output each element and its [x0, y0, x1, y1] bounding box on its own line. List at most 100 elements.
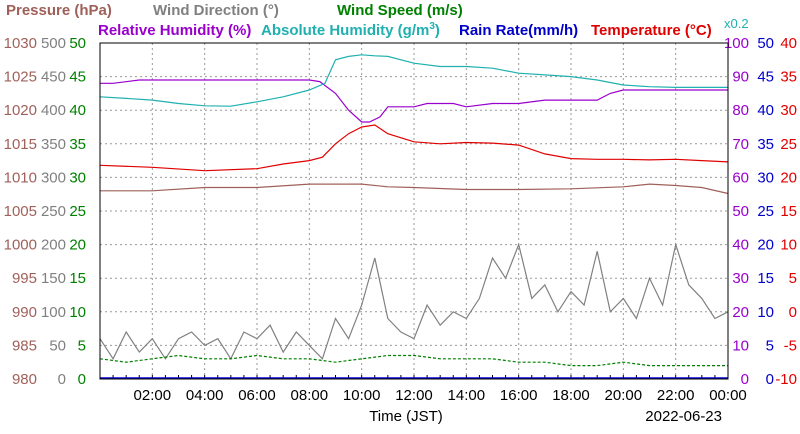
wind-speed-tick-label: 45 [69, 69, 86, 86]
wind-speed-tick-label: 25 [69, 203, 86, 220]
wind-speed-tick-label: 15 [69, 270, 86, 287]
temperature-tick-label: 20 [780, 169, 797, 186]
plot-frame [99, 42, 729, 380]
wind-direction-tick-label: 400 [41, 102, 66, 119]
wind-direction-tick-label: 200 [41, 237, 66, 254]
series-line-temperature [99, 124, 729, 172]
wind-direction-tick-label: 100 [41, 304, 66, 321]
x-tick-label: 06:00 [238, 387, 276, 404]
temperature-tick-label: 30 [780, 102, 797, 119]
temperature-tick-label: 10 [780, 237, 797, 254]
absolute-humidity-multiplier: x0.2 [724, 16, 749, 31]
rain-rate-tick-label: 5 [766, 337, 774, 354]
temperature-tick-label: 35 [780, 69, 797, 86]
wind-speed-tick-label: 50 [69, 35, 86, 52]
x-tick-label: 22:00 [657, 387, 695, 404]
wind-direction-axis-title: Wind Direction (°) [153, 2, 279, 19]
pressure-tick-label: 1030 [4, 35, 37, 52]
rain-rate-tick-label: 20 [757, 237, 774, 254]
series-line-pressure [100, 183, 729, 195]
rain-rate-tick-label: 10 [757, 304, 774, 321]
x-tick-label: 02:00 [134, 387, 172, 404]
relative-humidity-tick-label: 10 [732, 337, 749, 354]
temperature-tick-label: -10 [775, 371, 797, 388]
rain-rate-tick-label: 15 [757, 270, 774, 287]
pressure-tick-label: 990 [12, 304, 37, 321]
rain-rate-tick-label: 40 [757, 102, 774, 119]
rain-rate-tick-label: 25 [757, 203, 774, 220]
left-axes: 1030102510201015101010051000995990985980… [4, 35, 86, 388]
wind-speed-tick-label: 10 [69, 304, 86, 321]
rain-rate-tick-label: 45 [757, 69, 774, 86]
x-tick-label: 14:00 [448, 387, 486, 404]
wind-direction-tick-label: 250 [41, 203, 66, 220]
rain-rate-tick-label: 30 [757, 169, 774, 186]
temperature-tick-label: 40 [780, 35, 797, 52]
series-line-absolute-humidity [99, 54, 728, 107]
wind-direction-tick-label: 50 [49, 337, 66, 354]
pressure-tick-label: 1020 [4, 102, 37, 119]
relative-humidity-tick-label: 90 [732, 69, 749, 86]
x-tick-label: 12:00 [395, 387, 433, 404]
series-line-relative-humidity [100, 79, 728, 123]
series-line-wind-direction [99, 242, 729, 361]
pressure-axis-title: Pressure (hPa) [6, 2, 112, 19]
wind-direction-tick-label: 500 [41, 35, 66, 52]
x-axis: 02:00 04:00 06:00 08:00 10:00 12:00 14:00 16:00… [112, 375, 747, 404]
wind-direction-tick-label: 300 [41, 169, 66, 186]
pressure-tick-label: 1000 [4, 237, 37, 254]
series-group [99, 54, 729, 379]
temperature-tick-label: 0 [789, 304, 797, 321]
relative-humidity-tick-label: 40 [732, 237, 749, 254]
x-tick-label: 18:00 [552, 387, 590, 404]
relative-humidity-tick-label: 100 [724, 35, 749, 52]
wind-direction-tick-label: 150 [41, 270, 66, 287]
pressure-tick-label: 985 [12, 337, 37, 354]
relative-humidity-tick-label: 80 [732, 102, 749, 119]
temperature-axis-title: Temperature (°C) [591, 22, 712, 39]
absolute-humidity-axis-title: Absolute Humidity (g/m3) [261, 21, 440, 39]
wind-speed-tick-label: 40 [69, 102, 86, 119]
wind-speed-tick-label: 30 [69, 169, 86, 186]
relative-humidity-tick-label: 30 [732, 270, 749, 287]
right-axes: 1009080706050403020100504540353025201510… [724, 35, 797, 388]
rain-rate-axis-title: Rain Rate(mm/h) [459, 22, 578, 39]
grid [100, 43, 728, 379]
temperature-tick-label: 25 [780, 136, 797, 153]
pressure-tick-label: 1010 [4, 169, 37, 186]
rain-rate-tick-label: 0 [766, 371, 774, 388]
pressure-tick-label: 1005 [4, 203, 37, 220]
pressure-tick-label: 995 [12, 270, 37, 287]
relative-humidity-tick-label: 20 [732, 304, 749, 321]
temperature-tick-label: 15 [780, 203, 797, 220]
pressure-tick-label: 1025 [4, 69, 37, 86]
wind-speed-tick-label: 35 [69, 136, 86, 153]
rain-rate-tick-label: 50 [757, 35, 774, 52]
relative-humidity-tick-label: 60 [732, 169, 749, 186]
wind-direction-tick-label: 350 [41, 136, 66, 153]
temperature-tick-label: -5 [784, 337, 797, 354]
pressure-tick-label: 1015 [4, 136, 37, 153]
wind-speed-tick-label: 5 [78, 337, 86, 354]
relative-humidity-tick-label: 50 [732, 203, 749, 220]
rain-rate-tick-label: 35 [757, 136, 774, 153]
wind-direction-tick-label: 0 [58, 371, 66, 388]
x-axis-title: Time (JST) [369, 408, 443, 425]
x-tick-label: 04:00 [186, 387, 224, 404]
wind-speed-tick-label: 0 [78, 371, 86, 388]
temperature-tick-label: 5 [789, 270, 797, 287]
wind-direction-tick-label: 450 [41, 69, 66, 86]
x-tick-label: 16:00 [500, 387, 538, 404]
pressure-tick-label: 980 [12, 371, 37, 388]
relative-humidity-tick-label: 70 [732, 136, 749, 153]
relative-humidity-tick-label: 0 [741, 371, 749, 388]
wind-speed-tick-label: 20 [69, 237, 86, 254]
wind-speed-axis-title: Wind Speed (m/s) [337, 2, 463, 19]
x-tick-label: 00:00 [709, 387, 747, 404]
x-tick-label: 20:00 [605, 387, 643, 404]
relative-humidity-axis-title: Relative Humidity (%) [98, 22, 251, 39]
date-label: 2022-06-23 [645, 408, 722, 425]
x-tick-label: 10:00 [343, 387, 381, 404]
x-tick-label: 08:00 [291, 387, 329, 404]
